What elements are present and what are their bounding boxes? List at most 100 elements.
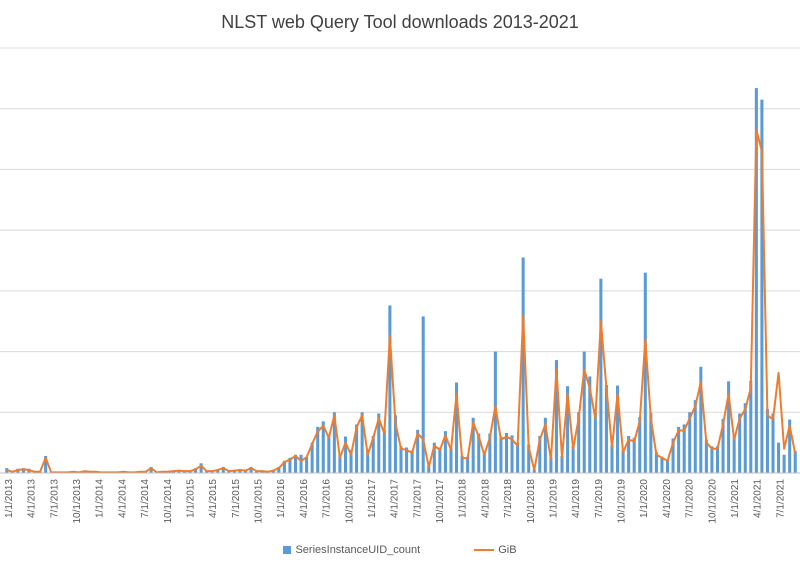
bar [649, 412, 653, 473]
legend-label-bar: SeriesInstanceUID_count [295, 544, 421, 556]
bar [543, 417, 547, 473]
bar [355, 424, 359, 473]
bar [588, 376, 592, 473]
bar [471, 417, 475, 473]
bar [199, 463, 203, 473]
bar [388, 305, 392, 473]
x-tick-label: 7/1/2017 [412, 479, 423, 518]
x-tick-label: 4/1/2014 [117, 479, 128, 518]
bar [321, 421, 325, 473]
x-tick-label: 4/1/2013 [27, 479, 38, 518]
x-tick-label: 10/1/2020 [707, 479, 718, 524]
bar [293, 454, 298, 473]
bar [382, 430, 386, 473]
x-tick-label: 7/1/2019 [594, 479, 605, 518]
bar [377, 413, 381, 473]
chart: 1/1/2013 4/1/2013 7/1/2013 10/1/2013 1/1/201… [0, 47, 800, 524]
bar [216, 469, 220, 473]
legend-item-line: GiB [474, 544, 517, 556]
x-tick-label: 1/1/2021 [730, 479, 741, 518]
bar [560, 456, 564, 473]
bar [593, 412, 597, 473]
bar [660, 456, 664, 473]
bar [771, 413, 775, 473]
bar [571, 445, 575, 473]
x-tick-label: 1/1/2014 [95, 479, 106, 518]
x-tick-label: 1/1/2013 [4, 479, 15, 518]
bar [621, 449, 625, 473]
bar [366, 449, 370, 473]
bar [504, 432, 509, 473]
bar [371, 435, 375, 473]
x-tick-label: 7/1/2020 [685, 479, 696, 518]
bar [488, 433, 492, 473]
bar [566, 386, 570, 473]
bar [443, 431, 447, 473]
bar [393, 415, 397, 473]
bar [477, 433, 481, 473]
x-tick-label: 4/1/2019 [571, 479, 582, 518]
x-tick-label: 4/1/2015 [208, 479, 219, 518]
bar [466, 456, 470, 473]
legend-swatch-bar [283, 546, 292, 554]
x-tick-label: 10/1/2019 [617, 479, 628, 524]
line-series [6, 128, 797, 474]
x-tick-label: 10/1/2013 [72, 479, 83, 524]
bar [149, 466, 153, 473]
bar [416, 429, 420, 473]
x-tick-label: 7/1/2016 [322, 479, 333, 518]
x-tick-label: 1/1/2015 [185, 479, 196, 518]
bar [732, 435, 736, 473]
bar [516, 442, 520, 473]
x-tick-label: 1/1/2016 [276, 479, 287, 518]
bar [432, 442, 436, 473]
x-tick-label: 1/1/2017 [367, 479, 378, 518]
bar [754, 88, 758, 473]
x-tick-label: 1/1/2020 [639, 479, 650, 518]
bar [704, 439, 708, 473]
bar [793, 451, 797, 473]
bar [671, 438, 675, 473]
bar [654, 452, 658, 473]
bar [721, 418, 725, 473]
bar [532, 469, 536, 473]
bar [405, 447, 409, 473]
x-tick-label: 10/1/2014 [163, 479, 174, 524]
bar [493, 351, 497, 473]
bar [632, 437, 636, 473]
bar [305, 457, 309, 473]
bar [765, 409, 769, 473]
x-tick-label: 7/1/2013 [49, 479, 60, 518]
bar [460, 456, 464, 473]
gridlines [0, 47, 800, 413]
bar [693, 400, 697, 473]
x-tick-label: 7/1/2018 [503, 479, 514, 518]
bar [782, 454, 786, 473]
x-tick-label: 4/1/2018 [480, 479, 491, 518]
bar [360, 412, 364, 473]
bar [627, 435, 631, 473]
bar [449, 447, 453, 473]
bar [638, 417, 642, 473]
bar [604, 384, 608, 473]
bar [643, 272, 647, 473]
x-tick-label: 7/1/2015 [231, 479, 242, 518]
bar [455, 382, 459, 473]
bar [399, 446, 403, 473]
x-tick-label: 1/1/2018 [458, 479, 469, 518]
bar [582, 351, 586, 473]
bar [21, 468, 25, 473]
x-tick-label: 10/1/2015 [254, 479, 265, 524]
legend-label-line: GiB [498, 544, 517, 556]
bar [554, 360, 558, 473]
bar [288, 457, 292, 473]
bar [44, 456, 48, 473]
bar [715, 446, 720, 473]
bar [616, 385, 620, 473]
bar [310, 442, 314, 473]
x-tick-label: 4/1/2017 [390, 479, 401, 518]
chart-title: NLST web Query Tool downloads 2013-2021 [221, 12, 579, 32]
bar [421, 316, 425, 473]
bar [343, 436, 347, 473]
bar [788, 419, 792, 473]
